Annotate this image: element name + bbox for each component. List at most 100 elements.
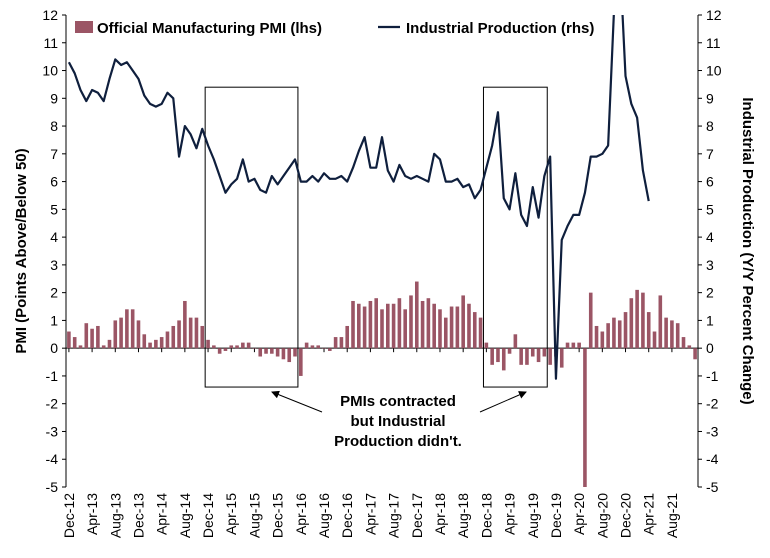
pmi-bar <box>217 348 222 354</box>
pmi-bar <box>142 334 147 349</box>
pmi-bar <box>687 345 692 349</box>
pmi-bar <box>658 295 663 349</box>
highlight-box <box>204 86 299 388</box>
pmi-bar <box>461 295 465 349</box>
x-tick-label: Aug-15 <box>246 493 262 538</box>
left-tick-label: -1 <box>46 368 59 384</box>
pmi-bar <box>588 292 593 349</box>
left-tick-label: 3 <box>50 257 58 273</box>
right-tick-label: 5 <box>706 201 714 217</box>
pmi-bar <box>322 348 326 349</box>
right-tick-label: 12 <box>706 7 722 23</box>
right-axis-title: Industrial Production (Y/Y Percent Chang… <box>739 97 756 404</box>
pmi-bar <box>583 348 587 487</box>
pmi-bar <box>635 289 639 349</box>
pmi-bar <box>246 342 251 349</box>
industrial-production-line <box>67 15 650 380</box>
x-tick-label: Dec-17 <box>409 493 425 538</box>
pmi-bar <box>235 345 239 349</box>
pmi-bar <box>496 348 500 363</box>
pmi-bar <box>536 348 541 363</box>
pmi-bar <box>571 342 576 349</box>
pmi-bar <box>159 337 164 349</box>
pmi-bar <box>293 348 297 357</box>
pmi-bar <box>675 323 680 349</box>
left-tick-label: 11 <box>43 35 58 51</box>
x-tick-label: Apr-19 <box>502 493 518 535</box>
pmi-bar <box>403 309 407 349</box>
pmi-bar <box>339 337 344 349</box>
pmi-bar <box>241 342 245 349</box>
pmi-bar <box>345 325 350 349</box>
highlight-box <box>482 86 548 388</box>
pmi-bar <box>374 298 378 349</box>
pmi-bar <box>420 300 425 349</box>
left-tick-label: 9 <box>50 90 58 106</box>
x-tick-label: Dec-12 <box>61 493 77 538</box>
left-axis-title: PMI (Points Above/Below 50) <box>13 148 30 353</box>
pmi-bar <box>183 300 187 349</box>
pmi-bar <box>200 325 205 349</box>
x-tick-label: Apr-21 <box>641 493 657 535</box>
left-tick-label: 1 <box>50 312 58 328</box>
pmi-bar <box>299 348 303 376</box>
x-tick-label: Aug-16 <box>316 493 332 538</box>
pmi-bar <box>90 328 94 349</box>
pmi-bar <box>490 348 494 365</box>
pmi-bar <box>229 345 234 349</box>
pmi-bar <box>414 281 419 349</box>
right-tick-label: 3 <box>706 257 714 273</box>
pmi-bars <box>67 281 697 487</box>
pmi-bar <box>96 325 100 349</box>
legend-line-label: Industrial Production (rhs) <box>406 20 594 37</box>
pmi-bar <box>328 348 332 351</box>
right-tick-label: 0 <box>706 340 714 356</box>
pmi-bar <box>72 337 77 349</box>
pmi-bar <box>391 303 396 349</box>
right-tick-label: -2 <box>706 396 719 412</box>
pmi-bar <box>652 331 657 349</box>
pmi-bar <box>467 303 471 349</box>
x-tick-label: Aug-17 <box>386 493 402 538</box>
pmi-bar <box>641 292 645 349</box>
pmi-bar <box>252 348 257 349</box>
x-tick-label: Apr-18 <box>432 493 448 535</box>
pmi-bar <box>287 348 292 363</box>
highlight-boxes <box>204 86 548 388</box>
pmi-bar <box>612 317 616 349</box>
annotation-arrow-right <box>479 391 527 413</box>
axes: -5 -5-4 -4-3 -3-2 -2-1 -10 01 12 23 34 45 56 67 78 89 9… <box>13 7 756 538</box>
pmi-bar <box>507 348 512 354</box>
right-tick-label: -4 <box>706 451 719 467</box>
annotation-arrow-left <box>271 390 323 413</box>
pmi-bar <box>449 306 454 349</box>
legend-bar-swatch <box>75 21 93 33</box>
pmi-bar <box>472 312 477 349</box>
left-tick-label: -5 <box>46 479 59 495</box>
left-tick-label: 7 <box>50 146 58 162</box>
left-tick-label: -2 <box>46 396 59 412</box>
pmi-bar <box>148 342 152 349</box>
right-tick-label: -5 <box>706 479 719 495</box>
pmi-bar <box>501 348 506 371</box>
pmi-bar <box>212 345 216 349</box>
x-tick-label: Aug-19 <box>525 493 541 538</box>
pmi-bar <box>188 317 193 349</box>
pmi-bar <box>177 320 181 349</box>
pmi-bar <box>432 303 436 349</box>
pmi-bar <box>600 331 605 349</box>
pmi-bar <box>101 345 106 349</box>
legend-bar-label: Official Manufacturing PMI (lhs) <box>97 20 322 37</box>
pmi-bar <box>646 312 651 349</box>
pmi-bar <box>629 298 634 349</box>
annotation-line: Production didn't. <box>334 433 462 450</box>
left-tick-label: 10 <box>42 63 58 79</box>
pmi-bar <box>310 345 315 349</box>
pmi-bar <box>165 331 170 349</box>
x-tick-label: Apr-16 <box>293 493 309 535</box>
pmi-bar <box>333 337 338 349</box>
x-tick-label: Aug-20 <box>594 493 610 538</box>
pmi-bar <box>386 303 390 349</box>
